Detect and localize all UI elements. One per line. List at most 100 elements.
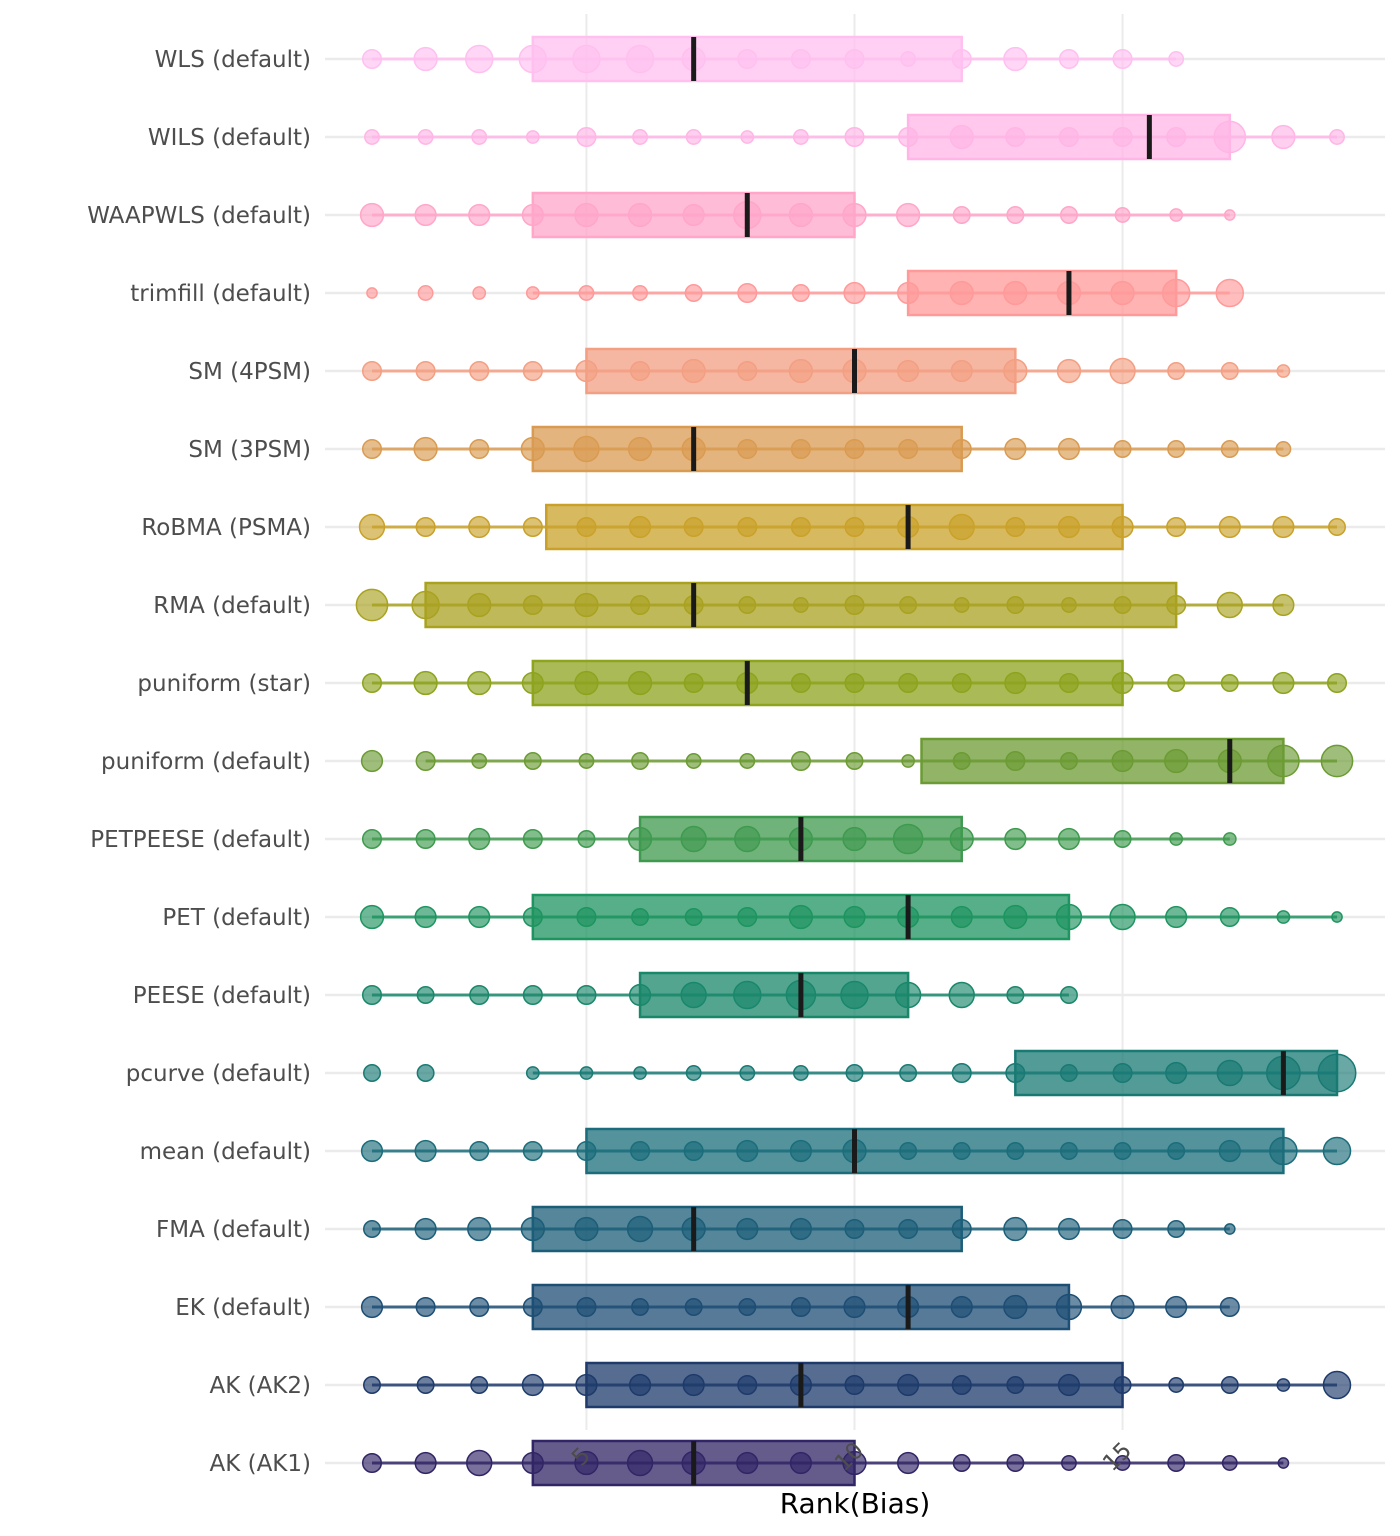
rank-point <box>467 1216 492 1242</box>
rank-point <box>1169 208 1184 222</box>
rank-point <box>470 1376 489 1394</box>
method-row <box>360 1127 1352 1175</box>
rank-point <box>1272 671 1295 695</box>
method-row <box>366 269 1245 317</box>
rank-point <box>466 1449 493 1477</box>
rank-point <box>1057 1217 1081 1241</box>
iqr-box <box>1014 1049 1339 1097</box>
method-row <box>361 425 1292 473</box>
rank-point <box>1322 1136 1352 1166</box>
rank-point <box>951 1062 972 1084</box>
iqr-box <box>531 35 963 83</box>
iqr-box <box>920 737 1285 785</box>
rank-point <box>1113 440 1132 458</box>
rank-point <box>525 1066 540 1080</box>
rank-point <box>1110 1294 1135 1320</box>
y-axis-label: RMA (default) <box>153 593 311 619</box>
rank-point <box>1276 910 1291 924</box>
method-row <box>363 1049 1357 1097</box>
method-row <box>361 971 1078 1019</box>
method-row <box>361 815 1237 863</box>
rank-point <box>1006 1454 1025 1472</box>
rank-point <box>952 206 971 224</box>
rank-point <box>469 984 490 1006</box>
median-marker <box>852 349 857 393</box>
method-row <box>363 1361 1352 1409</box>
method-row <box>358 503 1346 551</box>
rank-point <box>1320 744 1354 778</box>
rank-point <box>1331 911 1343 923</box>
rank-point <box>1060 1455 1077 1471</box>
rank-point <box>685 1065 702 1081</box>
rank-point <box>737 282 758 304</box>
rank-point <box>468 827 491 851</box>
x-tick-label: 15 <box>1098 1438 1137 1477</box>
rank-point <box>631 752 650 770</box>
rank-point <box>414 1451 437 1475</box>
y-axis-label: AK (AK1) <box>209 1451 311 1477</box>
rank-point <box>1057 827 1081 851</box>
iqr-box <box>531 191 856 239</box>
method-row <box>355 581 1295 629</box>
method-row <box>363 1205 1236 1253</box>
rank-point <box>845 1064 864 1082</box>
rank-point <box>1221 1455 1238 1471</box>
rank-point <box>359 904 385 930</box>
rank-point <box>415 516 436 538</box>
y-axis-label: AK (AK2) <box>209 1373 311 1399</box>
y-axis-label: FMA (default) <box>156 1217 311 1243</box>
rank-point <box>468 515 491 539</box>
iqr-box <box>585 1361 1124 1409</box>
rank-point <box>901 754 916 768</box>
rank-point <box>414 1139 437 1163</box>
rank-point <box>363 1064 381 1082</box>
rank-point <box>525 286 540 300</box>
rank-point <box>1006 206 1025 224</box>
median-marker <box>798 973 804 1017</box>
y-axis-label: WAAPWLS (default) <box>87 203 311 229</box>
rank-point <box>361 828 383 850</box>
median-marker <box>744 193 750 237</box>
rank-point <box>1167 1220 1186 1238</box>
iqr-box <box>424 581 1178 629</box>
rank-point <box>1168 51 1185 67</box>
rank-point <box>415 750 436 772</box>
method-row <box>361 35 1185 83</box>
median-marker <box>905 1285 911 1329</box>
rank-point <box>469 1296 490 1318</box>
rank-point <box>1004 437 1027 461</box>
rank-point <box>685 129 702 145</box>
method-row <box>359 191 1236 239</box>
method-row <box>360 737 1354 785</box>
method-rows <box>355 35 1357 1487</box>
method-row <box>361 1439 1290 1487</box>
rank-point <box>468 905 491 929</box>
rank-point <box>685 753 702 769</box>
method-row <box>361 347 1291 395</box>
rank-point <box>417 129 434 145</box>
rank-point <box>469 360 490 382</box>
rank-point <box>361 438 383 460</box>
rank-point <box>1167 362 1186 380</box>
rank-point <box>1113 830 1132 848</box>
rank-point <box>792 129 809 145</box>
rank-point <box>1220 362 1239 380</box>
y-axis-label: SM (3PSM) <box>188 437 311 463</box>
rank-point <box>522 1140 543 1162</box>
rank-point <box>791 284 810 302</box>
y-axis-label: PET (default) <box>162 905 311 931</box>
method-row <box>359 893 1343 941</box>
iqr-box <box>531 1205 963 1253</box>
rank-point <box>1003 46 1028 72</box>
rank-point <box>1109 903 1136 931</box>
iqr-box <box>585 347 1017 395</box>
rank-point <box>1326 672 1348 694</box>
rank-point <box>415 828 436 850</box>
rank-point <box>1114 1455 1131 1471</box>
rank-point <box>364 129 380 145</box>
rank-point <box>363 1376 381 1394</box>
rank-point <box>361 672 383 694</box>
rank-point <box>361 1452 383 1474</box>
median-marker <box>691 583 697 627</box>
